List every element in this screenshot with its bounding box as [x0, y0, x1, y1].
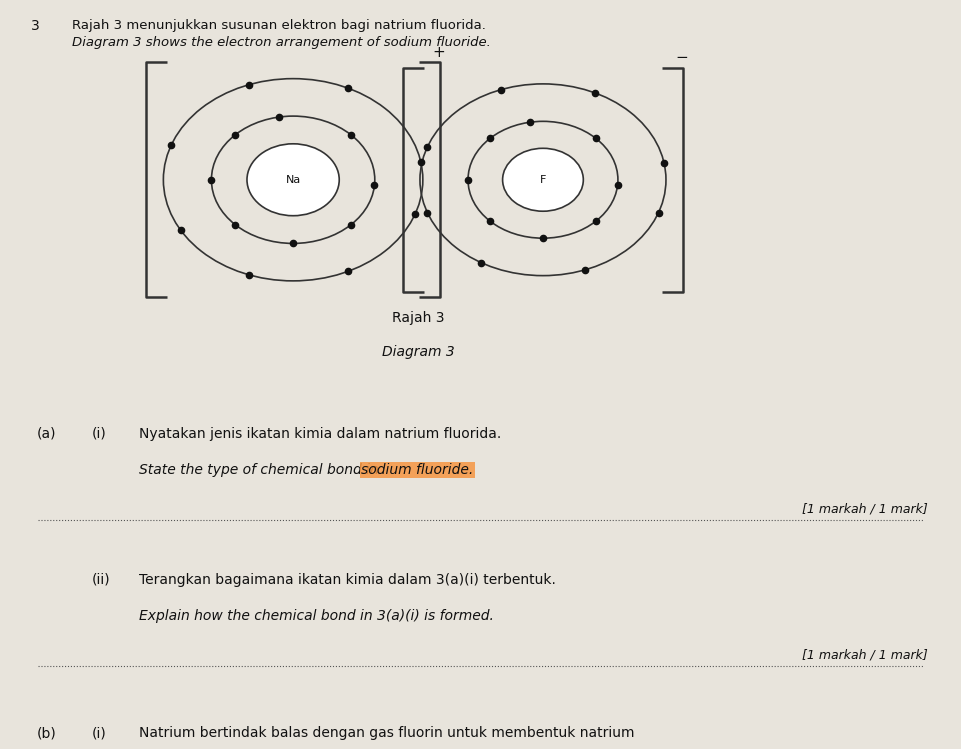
Text: −: −	[676, 50, 688, 65]
Text: [1 markah / 1 mark]: [1 markah / 1 mark]	[801, 503, 927, 516]
Text: Natrium bertindak balas dengan gas fluorin untuk membentuk natrium: Natrium bertindak balas dengan gas fluor…	[139, 727, 635, 740]
Text: Diagram 3 shows the electron arrangement of sodium fluoride.: Diagram 3 shows the electron arrangement…	[72, 36, 491, 49]
Text: Explain how the chemical bond in 3(a)(i) is formed.: Explain how the chemical bond in 3(a)(i)…	[139, 609, 494, 622]
Text: sodium fluoride.: sodium fluoride.	[361, 463, 474, 477]
Text: (i): (i)	[91, 427, 106, 441]
Text: Rajah 3: Rajah 3	[392, 311, 444, 325]
Text: Rajah 3 menunjukkan susunan elektron bagi natrium fluorida.: Rajah 3 menunjukkan susunan elektron bag…	[72, 19, 486, 31]
Text: 3: 3	[31, 19, 39, 33]
Text: (ii): (ii)	[91, 573, 110, 586]
Text: Nyatakan jenis ikatan kimia dalam natrium fluorida.: Nyatakan jenis ikatan kimia dalam natriu…	[139, 427, 502, 441]
Text: (i): (i)	[91, 727, 106, 740]
Text: Terangkan bagaimana ikatan kimia dalam 3(a)(i) terbentuk.: Terangkan bagaimana ikatan kimia dalam 3…	[139, 573, 556, 586]
Circle shape	[247, 144, 339, 216]
Text: [1 markah / 1 mark]: [1 markah / 1 mark]	[801, 649, 927, 662]
Text: Diagram 3: Diagram 3	[382, 345, 455, 359]
Text: +: +	[432, 45, 445, 60]
Circle shape	[503, 148, 583, 211]
Text: (a): (a)	[37, 427, 56, 441]
Text: Na: Na	[285, 175, 301, 185]
Text: F: F	[540, 175, 546, 185]
Text: (b): (b)	[37, 727, 57, 740]
Text: State the type of chemical bond in: State the type of chemical bond in	[139, 463, 383, 477]
